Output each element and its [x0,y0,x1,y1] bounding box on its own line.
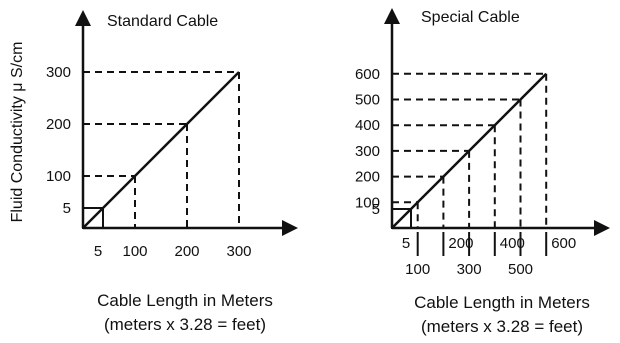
special-y-tick-label: 100 [355,194,380,211]
special-x-axis-label: Cable Length in Meters [414,293,590,312]
special-chart-title: Special Cable [421,9,520,26]
special-cable-chart: Special Cable Cable Length in Meters (me… [355,8,610,336]
standard-y-axis-arrow [75,10,91,26]
special-series-line [391,72,548,229]
standard-x-axis-note: (meters x 3.28 = feet) [104,315,266,334]
special-y-tick-label: 600 [355,66,380,83]
standard-x-axis-label: Cable Length in Meters [97,291,273,310]
standard-cable-chart: Standard Cable Cable Length in Meters (m… [46,10,298,334]
standard-y-tick-label: 300 [46,64,71,81]
special-y-tick-label: 5 [372,201,380,218]
special-x-tick-label: 400 [500,235,525,252]
special-y-tick-label: 300 [355,143,380,160]
special-x-axis-note: (meters x 3.28 = feet) [421,317,583,336]
standard-x-axis-arrow [282,220,298,236]
special-y-tick-label: 400 [355,117,380,134]
standard-y-tick-label: 5 [63,200,71,217]
standard-y-tick-label: 100 [46,168,71,185]
special-x-axis-arrow [594,220,610,236]
special-x-tick-label: 200 [448,235,473,252]
special-x-tick-label: 5 [402,235,410,252]
special-x-tick-label: 500 [508,261,533,278]
standard-x-tick-label: 5 [94,243,102,260]
standard-x-tick-label: 200 [174,243,199,260]
standard-chart-title: Standard Cable [107,13,218,30]
standard-y-tick-label: 200 [46,116,71,133]
special-y-tick-label: 200 [355,169,380,186]
y-axis-label: Fluid Conductivity μ S/cm [9,42,26,223]
standard-x-tick-label: 100 [122,243,147,260]
special-y-axis-arrow [384,8,400,24]
special-x-tick-label: 300 [457,261,482,278]
standard-series-line [82,71,240,229]
special-y-tick-label: 500 [355,92,380,109]
special-x-tick-label: 600 [551,235,576,252]
standard-x-tick-label: 300 [226,243,251,260]
special-x-tick-label: 100 [405,261,430,278]
